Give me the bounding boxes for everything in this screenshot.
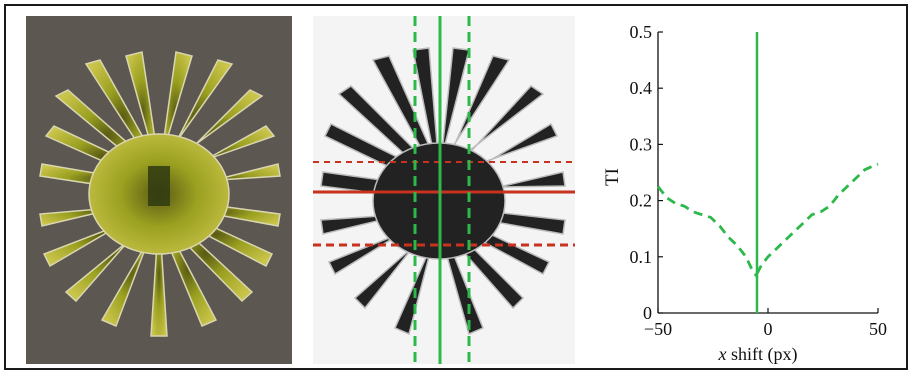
processed-silhouette [313,16,575,364]
series-line-2 [755,162,879,275]
y-tick-label: 0.3 [630,134,653,154]
y-tick-label: 0.5 [630,22,653,42]
ti-plot: 0 0.1 0.2 0.3 0.4 0.5 −50 0 50 TI x shift (px) [600,12,900,370]
plot-axes: 00.10.20.30.40.5−50 0 50 [630,22,888,339]
processed-image [313,16,575,364]
y-tick-label: 0.4 [630,78,653,98]
x-tick-label: 0 [764,319,773,339]
y-axis-label: TI [602,168,623,186]
y-tick-label: 0.1 [630,247,653,267]
desmid-cell-image [26,16,292,364]
x-tick-label: −50 [644,319,672,339]
x-axis-label: x shift (px) [718,344,798,365]
x-tick-label: 50 [869,319,887,339]
micrograph-photo [26,16,292,364]
y-tick-label: 0 [643,303,652,323]
ti-plot-svg: 00.10.20.30.40.5−50 0 50 TI x shift (px) [602,22,888,365]
y-tick-label: 0.2 [630,191,653,211]
x-axis-label-var: x [718,344,727,364]
plot-marks [656,32,879,313]
x-axis-label-rest: shift (px) [727,344,798,365]
series-line-1 [656,185,759,278]
